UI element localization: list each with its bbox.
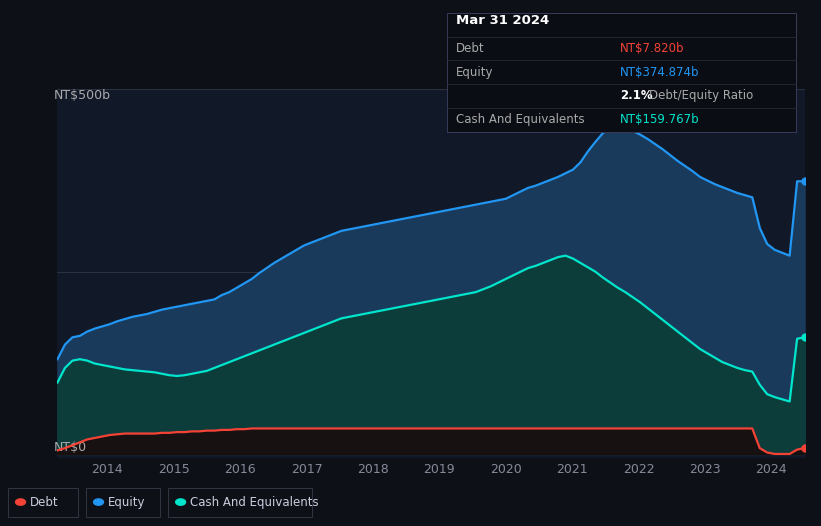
Text: NT$374.874b: NT$374.874b bbox=[620, 66, 699, 79]
Text: NT$500b: NT$500b bbox=[53, 89, 111, 103]
Text: NT$159.767b: NT$159.767b bbox=[620, 113, 699, 126]
Text: Debt/Equity Ratio: Debt/Equity Ratio bbox=[649, 89, 753, 103]
Text: Cash And Equivalents: Cash And Equivalents bbox=[190, 495, 319, 509]
Text: Cash And Equivalents: Cash And Equivalents bbox=[456, 113, 585, 126]
Text: 2.1%: 2.1% bbox=[620, 89, 653, 103]
Text: Debt: Debt bbox=[30, 495, 58, 509]
Text: NT$7.820b: NT$7.820b bbox=[620, 42, 685, 55]
Text: Equity: Equity bbox=[456, 66, 493, 79]
Text: Equity: Equity bbox=[108, 495, 145, 509]
Text: Debt: Debt bbox=[456, 42, 484, 55]
Text: NT$0: NT$0 bbox=[53, 441, 87, 454]
Text: Mar 31 2024: Mar 31 2024 bbox=[456, 14, 549, 27]
